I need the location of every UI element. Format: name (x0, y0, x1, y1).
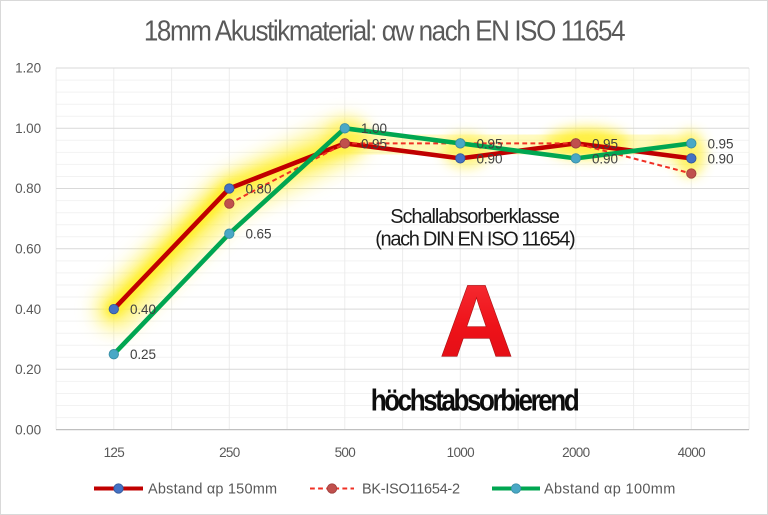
svg-text:Schallabsorberklasse: Schallabsorberklasse (390, 206, 559, 228)
svg-text:BK-ISO11654-2: BK-ISO11654-2 (362, 482, 460, 498)
svg-text:4000: 4000 (678, 445, 705, 460)
svg-text:0.00: 0.00 (15, 422, 41, 437)
svg-text:(nach DIN EN ISO 11654): (nach DIN EN ISO 11654) (375, 229, 575, 251)
svg-text:2000: 2000 (562, 445, 589, 460)
svg-text:1.00: 1.00 (361, 121, 387, 136)
svg-text:Abstand αp 100mm: Abstand αp 100mm (544, 482, 676, 498)
svg-text:0.80: 0.80 (246, 181, 272, 196)
svg-text:500: 500 (335, 445, 356, 460)
svg-text:A: A (440, 264, 514, 378)
svg-text:18mm Akustikmaterial: αw nach: 18mm Akustikmaterial: αw nach EN ISO 116… (144, 14, 625, 46)
svg-text:0.90: 0.90 (477, 151, 503, 166)
svg-text:0.40: 0.40 (130, 302, 156, 317)
svg-text:0.90: 0.90 (592, 151, 618, 166)
svg-text:0.95: 0.95 (592, 136, 618, 151)
svg-text:0.40: 0.40 (15, 302, 41, 317)
svg-text:0.95: 0.95 (708, 136, 734, 151)
svg-text:1.00: 1.00 (15, 121, 41, 136)
svg-text:125: 125 (104, 445, 125, 460)
svg-text:250: 250 (219, 445, 240, 460)
svg-text:höchstabsorbierend: höchstabsorbierend (371, 384, 579, 417)
svg-text:0.95: 0.95 (477, 136, 503, 151)
svg-text:1000: 1000 (447, 445, 474, 460)
svg-text:Abstand αp 150mm: Abstand αp 150mm (148, 482, 277, 498)
svg-text:0.80: 0.80 (15, 181, 41, 196)
svg-text:0.20: 0.20 (15, 362, 41, 377)
svg-text:0.90: 0.90 (708, 151, 734, 166)
svg-text:0.60: 0.60 (15, 242, 41, 257)
svg-text:0.65: 0.65 (246, 227, 272, 242)
svg-text:0.95: 0.95 (361, 136, 387, 151)
svg-text:1.20: 1.20 (15, 61, 41, 76)
svg-text:0.25: 0.25 (130, 347, 156, 362)
